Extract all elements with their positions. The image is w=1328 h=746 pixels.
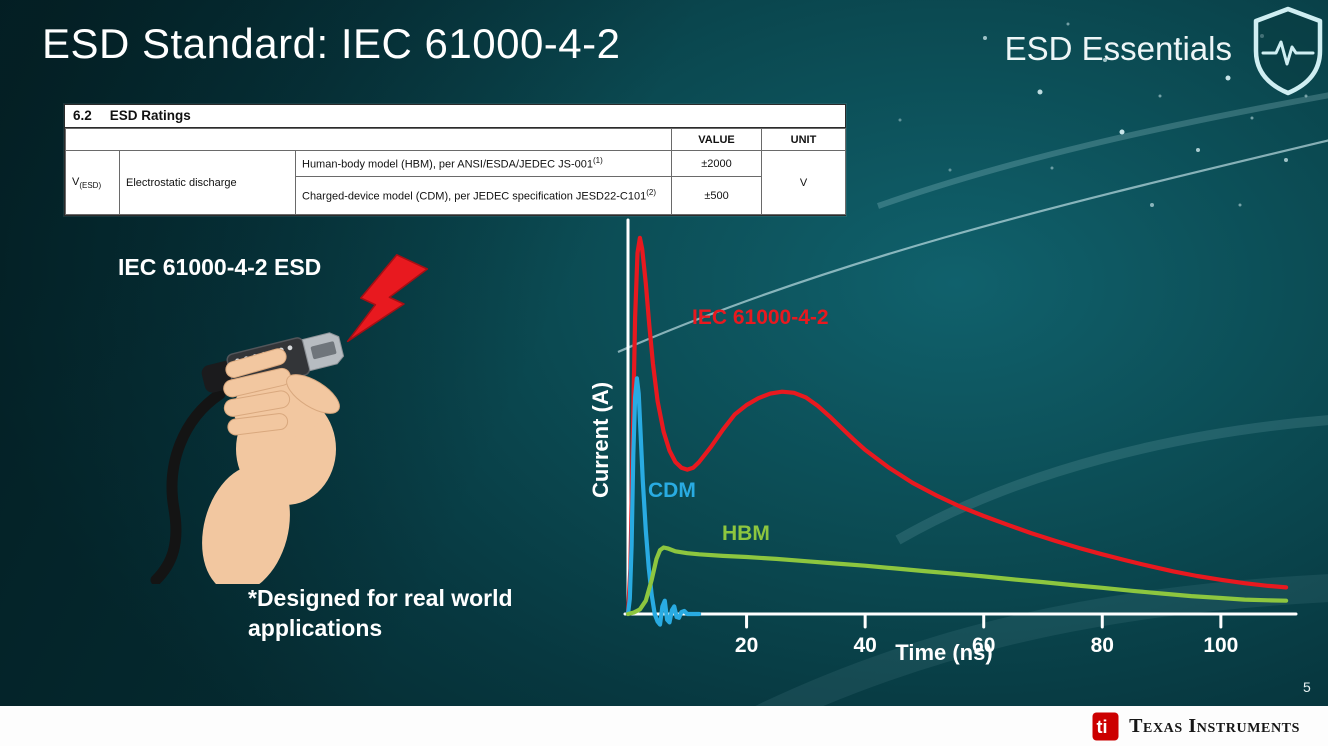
cable [150,388,226,584]
cdm-description-cell: Charged-device model (CDM), per JEDEC sp… [294,176,673,215]
svg-text:20: 20 [735,634,758,657]
footnote-marker: (2) [646,188,656,198]
svg-text:ti: ti [1097,717,1108,737]
series-brand-title: ESD Essentials [1004,30,1232,67]
footnote-marker: (1) [593,156,603,166]
cdm-curve-label: CDM [648,479,696,502]
esd-waveform-chart: Current (A) 20 40 60 80 100 Time (ns) IEC 61… [588,210,1308,691]
svg-text:60: 60 [972,634,995,657]
param-symbol-cell: V(ESD) [65,150,120,215]
ti-logo-icon: ti [1092,712,1119,740]
unit-column-header: UNIT [761,128,847,151]
value-column-header: VALUE [671,128,763,151]
slide-title: ESD Standard: IEC 61000-4-2 [42,20,621,67]
hand [202,348,340,584]
iec-curve [625,235,1289,617]
ti-logo-text: Texas Instruments [1129,714,1300,737]
cdm-value-cell: ±500 [671,176,763,215]
y-axis-label: Current (A) [592,382,613,498]
iec-curve-label: IEC 61000-4-2 [692,306,829,329]
svg-text:80: 80 [1091,634,1114,657]
ratings-section-heading: 6.2 ESD Ratings [65,105,845,128]
x-axis-label: Time (ns) [895,640,992,665]
hand-holding-hdmi-illustration [150,253,429,584]
unit-cell: V [761,150,847,215]
hbm-curve-label: HBM [722,522,770,545]
param-name-cell: Electrostatic discharge [119,150,296,215]
hbm-description-cell: Human-body model (HBM), per ANSI/ESDA/JE… [294,150,673,177]
hbm-curve [625,545,1289,617]
ratings-grid: VALUE UNIT V(ESD) Electrostatic discharg… [64,128,847,215]
page-number: 5 [1303,679,1311,695]
empty-header-cell [64,128,673,151]
esd-lightning-bolt-icon [346,253,429,343]
cdm-curve [625,376,702,627]
svg-text:40: 40 [853,634,876,657]
section-number: 6.2 [73,108,92,123]
footer-bar: ti Texas Instruments [0,706,1328,746]
esd-shield-pulse-icon [1253,6,1323,96]
designed-for-real-world-note: *Designed for real world applications [248,585,513,641]
svg-text:100: 100 [1203,634,1238,657]
esd-ratings-table: 6.2 ESD Ratings VALUE UNIT V(ESD) Electr… [64,104,847,216]
hbm-value-cell: ±2000 [671,150,763,177]
param-subscript: (ESD) [79,180,102,190]
section-title: ESD Ratings [109,108,191,123]
chart-axes [623,218,1298,616]
illustration-caption: IEC 61000-4-2 ESD [118,254,322,280]
x-axis-ticks: 20 40 60 80 100 [735,612,1238,657]
